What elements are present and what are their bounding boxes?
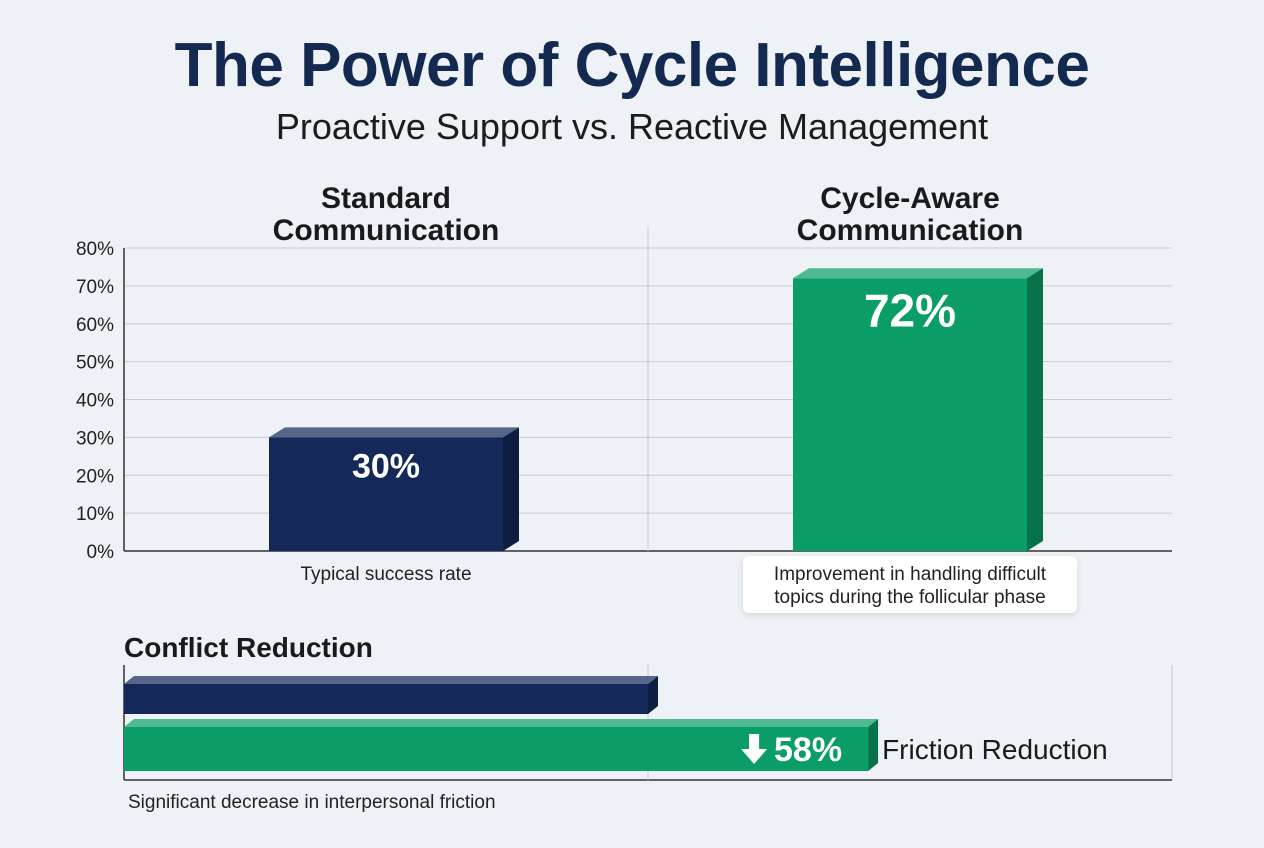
hbar-side-face <box>648 676 658 714</box>
bar-top-face <box>793 268 1043 279</box>
section-title: Conflict Reduction <box>124 632 373 663</box>
y-tick-label: 0% <box>87 542 115 563</box>
panel-title: Communication <box>273 214 500 247</box>
y-tick-label: 10% <box>76 504 114 525</box>
panel-title: Cycle-Aware <box>820 182 1000 215</box>
y-tick-label: 40% <box>76 391 114 412</box>
bar-caption: Improvement in handling difficult <box>774 564 1047 585</box>
hbar <box>124 684 648 714</box>
page-title: The Power of Cycle Intelligence <box>174 31 1090 100</box>
y-tick-label: 70% <box>76 277 114 298</box>
bar-caption: topics during the follicular phase <box>774 587 1045 608</box>
section-caption: Significant decrease in interpersonal fr… <box>128 792 496 813</box>
bar <box>793 278 1027 551</box>
bar-value-label: 30% <box>352 447 420 485</box>
side-label: Friction Reduction <box>882 734 1108 765</box>
down-arrow-icon <box>741 734 768 764</box>
bar-side-face <box>1027 268 1043 551</box>
hbar-top-face <box>124 676 658 684</box>
y-tick-label: 20% <box>76 466 114 487</box>
y-tick-label: 80% <box>76 239 114 260</box>
panel-title: Communication <box>797 214 1024 247</box>
bar-caption: Typical success rate <box>300 564 471 585</box>
hbar-value-label: 58% <box>774 731 842 769</box>
y-tick-label: 50% <box>76 353 114 374</box>
hbar-side-face <box>868 719 879 771</box>
bar-side-face <box>503 427 519 551</box>
y-tick-label: 60% <box>76 315 114 336</box>
page-subtitle: Proactive Support vs. Reactive Managemen… <box>275 106 989 147</box>
panel-title: Standard <box>321 182 451 215</box>
bar-top-face <box>269 427 519 438</box>
caption-card <box>743 556 1077 613</box>
hbar-top-face <box>124 719 879 727</box>
bar <box>269 437 503 551</box>
bar-value-label: 72% <box>864 284 956 336</box>
y-tick-label: 30% <box>76 428 114 449</box>
